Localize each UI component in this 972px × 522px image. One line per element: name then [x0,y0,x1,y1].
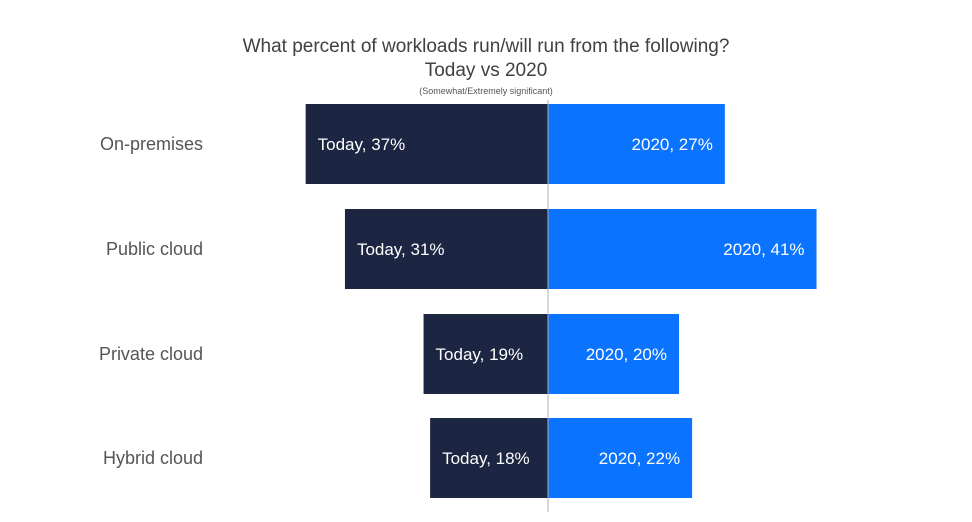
bar-label-today: Today, 37% [318,135,406,154]
bar-2020 [548,209,817,289]
bar-today [344,209,548,289]
bar-label-2020: 2020, 20% [586,345,667,364]
bar-label-2020: 2020, 22% [599,449,680,468]
bar-2020 [548,104,725,184]
bar-2020 [548,418,693,498]
category-label: On-premises [100,134,203,154]
chart-note: (Somewhat/Extremely significant) [419,86,553,96]
category-label: Hybrid cloud [103,448,203,468]
bar-label-2020: 2020, 41% [723,240,804,259]
bar-label-today: Today, 18% [442,449,530,468]
category-label: Private cloud [99,344,203,364]
bar-label-2020: 2020, 27% [632,135,713,154]
bar-label-today: Today, 31% [357,240,445,259]
bar-today [423,314,548,394]
chart-subtitle: Today vs 2020 [424,60,548,81]
bar-today [430,418,548,498]
bar-today [305,104,548,184]
bar-2020 [548,314,679,394]
chart-title: What percent of workloads run/will run f… [242,36,730,57]
bar-label-today: Today, 19% [436,345,524,364]
category-label: Public cloud [106,239,203,259]
